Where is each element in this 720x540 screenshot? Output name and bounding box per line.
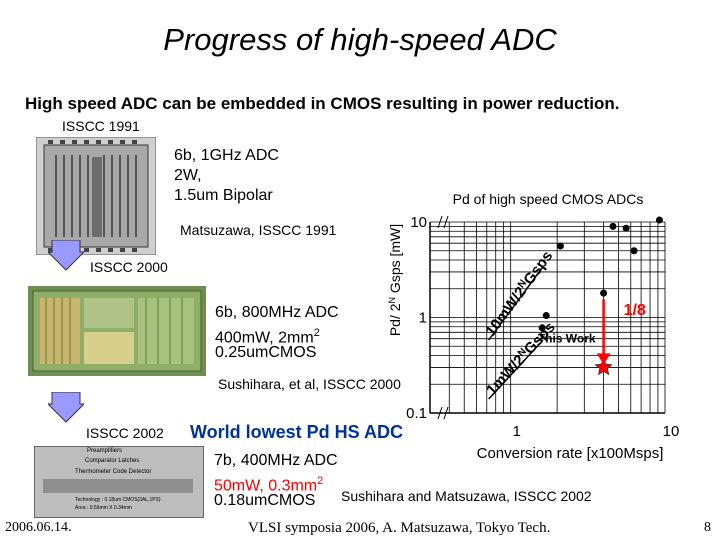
isscc2002-headline: World lowest Pd HS ADC [190,422,404,442]
trend-line [488,266,544,341]
slide-title: Progress of high-speed ADC [163,22,557,57]
die-label-preamplifiers: Preamplifiers [87,448,123,454]
isscc2000-spec-line-1: 6b, 800MHz ADC [215,304,339,321]
isscc2002-die-photo: Preamplifiers Comparator Latches Thermom… [34,446,204,518]
trend-line [488,339,544,400]
chart-axes [429,215,665,420]
isscc2002-spec-line-3: 0.18umCMOS [214,492,316,509]
isscc2002-spec-line-1: 7b, 400MHz ADC [214,452,338,469]
data-point [542,311,550,319]
data-point [655,216,663,224]
data-point [556,242,564,250]
chart-title: Pd of high speed CMOS ADCs [453,191,644,207]
isscc1991-chip-photo [35,136,157,256]
y-tick-label: 1 [419,310,427,327]
isscc2002-spec-line-2: 50mW, 0.3mm2 [214,475,324,495]
die-technology: Technology : 0.18um CMOS(3AL,1PS) [75,497,161,503]
isscc1991-author: Matsuzawa, ISSCC 1991 [180,222,337,238]
isscc2000-spec-line-3: 0.25umCMOS [215,344,317,361]
data-point [538,324,546,332]
data-point [600,289,608,297]
data-point [622,224,630,232]
isscc2000-chip-photo [28,286,206,376]
isscc2002-author: Sushihara and Matsuzawa, ISSCC 2002 [341,488,592,504]
slide-subtitle: High speed ADC can be embedded in CMOS r… [25,94,620,113]
this-work-star-icon [594,357,613,376]
die-area: Area : 0.56mm X 0.34mm [75,505,132,511]
footer-page-number: 8 [704,520,711,535]
isscc1991-spec-line-2: 2W, [174,167,202,184]
isscc2000-spec-line-2: 400mW, 2mm2 [215,327,320,347]
axis-break-mark [437,406,443,420]
reduction-arrow-head-icon [596,353,611,365]
footer-date: 2006.06.14. [5,520,72,535]
timeline-arrow-down-icon [48,240,84,271]
axis-break-mark [443,406,449,420]
this-work-label: This Work [538,331,596,345]
reduction-annotation: 1/8 [624,302,646,319]
isscc1991-spec-line-3: 1.5um Bipolar [174,187,273,204]
chart-xlabel: Conversion rate [x100Msps] [477,445,664,462]
axis-break-mark [437,215,443,229]
y-tick-label: 10 [410,214,427,231]
die-block [43,479,193,493]
isscc2000-label: ISSCC 2000 [90,259,168,275]
footer-venue: VLSI symposia 2006, A. Matsuzawa, Tokyo … [248,520,551,536]
chart-ticks: 0.1 1 10 1 10 [406,214,679,440]
chart-points: This Work 1/8 [538,216,663,376]
isscc2000-author: Sushihara, et al, ISSCC 2000 [218,376,401,392]
die-label-thermometer: Thermometer Code Detector [75,469,152,475]
data-point [630,247,638,255]
die-label-comparator-latches: Comparator Latches [85,458,140,464]
timeline-arrow-down-icon [48,392,84,423]
isscc1991-spec-line-1: 6b, 1GHz ADC [174,147,279,164]
x-tick-label: 1 [513,423,521,440]
isscc2002-label: ISSCC 2002 [86,425,164,441]
isscc1991-label: ISSCC 1991 [62,118,140,134]
chart-ylabel: Pd/ 2N Gsps [mW] [387,224,403,336]
data-point [609,222,617,230]
x-tick-label: 10 [663,423,680,440]
y-tick-label: 0.1 [406,405,427,422]
axis-break-mark [443,215,449,229]
